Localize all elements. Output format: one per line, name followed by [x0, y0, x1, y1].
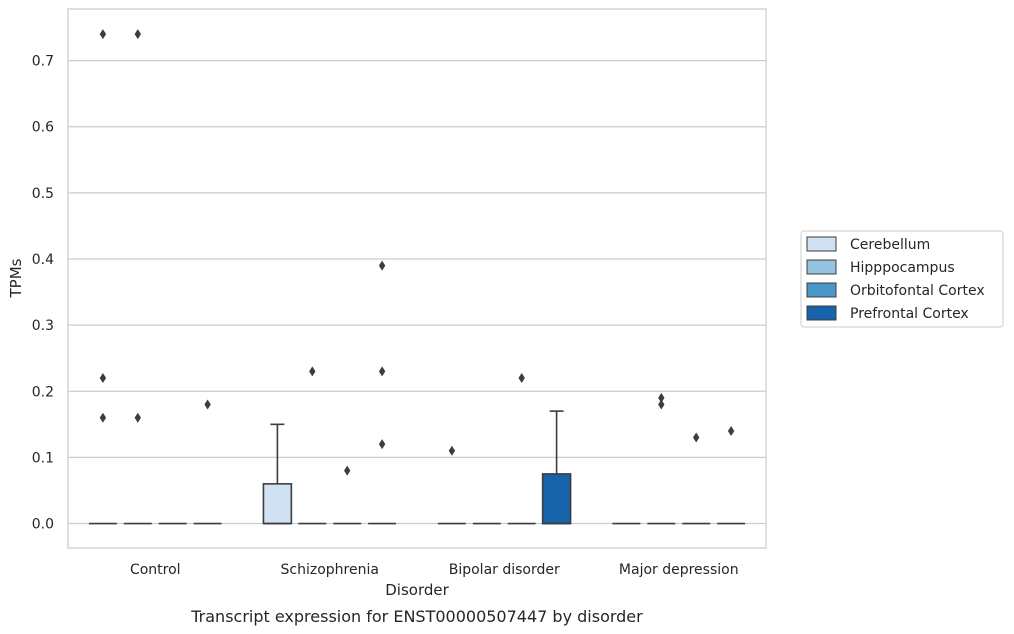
- y-tick-label: 0.5: [32, 186, 54, 202]
- legend-swatch: [806, 305, 837, 321]
- box-body: [262, 483, 293, 525]
- x-tick-label: Bipolar disorder: [449, 562, 560, 578]
- legend: Cerebellum Hipppocampus Orbitofontal Corte…: [800, 230, 1004, 328]
- outlier-point: [99, 29, 107, 40]
- box-body: [541, 473, 572, 525]
- legend-label: Prefrontal Cortex: [850, 306, 969, 322]
- outlier-point: [727, 425, 735, 436]
- figure-caption: Transcript expression for ENST0000050744…: [190, 607, 643, 626]
- legend-swatch: [806, 282, 837, 298]
- outlier-point: [378, 366, 386, 377]
- x-tick-label: Major depression: [619, 562, 739, 578]
- outlier-point: [204, 399, 211, 410]
- outlier-point: [448, 445, 456, 456]
- plot-area-frame: [67, 8, 767, 549]
- outlier-point: [518, 373, 525, 384]
- outlier-point: [99, 412, 107, 423]
- x-axis-ticks: Control Schizophrenia Bipolar disorder Majo…: [130, 562, 739, 578]
- outlier-point: [693, 432, 700, 443]
- box: [541, 410, 572, 525]
- y-tick-label: 0.0: [32, 517, 54, 533]
- y-tick-label: 0.6: [32, 120, 54, 136]
- legend-swatch: [806, 236, 837, 252]
- outlier-point: [309, 366, 316, 377]
- y-axis-ticks: 0.0 0.1 0.2 0.3 0.4 0.5 0.6 0.7: [32, 54, 54, 533]
- outlier-point: [99, 373, 107, 384]
- outlier-point: [658, 392, 665, 403]
- x-tick-label: Schizophrenia: [281, 562, 379, 578]
- legend-swatch: [806, 259, 837, 275]
- grid-lines: [68, 59, 766, 525]
- outlier-point: [658, 399, 665, 410]
- outlier-point: [378, 260, 386, 271]
- legend-label: Cerebellum: [850, 237, 930, 253]
- x-axis-title: Disorder: [385, 581, 449, 599]
- y-tick-label: 0.7: [32, 54, 54, 70]
- outlier-point: [378, 439, 386, 450]
- legend-label: Orbitofontal Cortex: [850, 283, 985, 299]
- y-tick-label: 0.3: [32, 318, 54, 334]
- y-tick-label: 0.4: [32, 252, 54, 268]
- box: [262, 423, 293, 525]
- y-axis-title: TPMs: [7, 258, 25, 298]
- boxes: [88, 410, 746, 525]
- outlier-point: [344, 465, 351, 476]
- x-tick-label: Control: [130, 562, 181, 578]
- outlier-point: [134, 29, 141, 40]
- legend-label: Hipppocampus: [850, 260, 955, 276]
- y-tick-label: 0.2: [32, 384, 54, 400]
- y-tick-label: 0.1: [32, 450, 54, 466]
- outliers: [99, 29, 735, 476]
- outlier-point: [134, 412, 141, 423]
- legend-frame: [800, 230, 1004, 328]
